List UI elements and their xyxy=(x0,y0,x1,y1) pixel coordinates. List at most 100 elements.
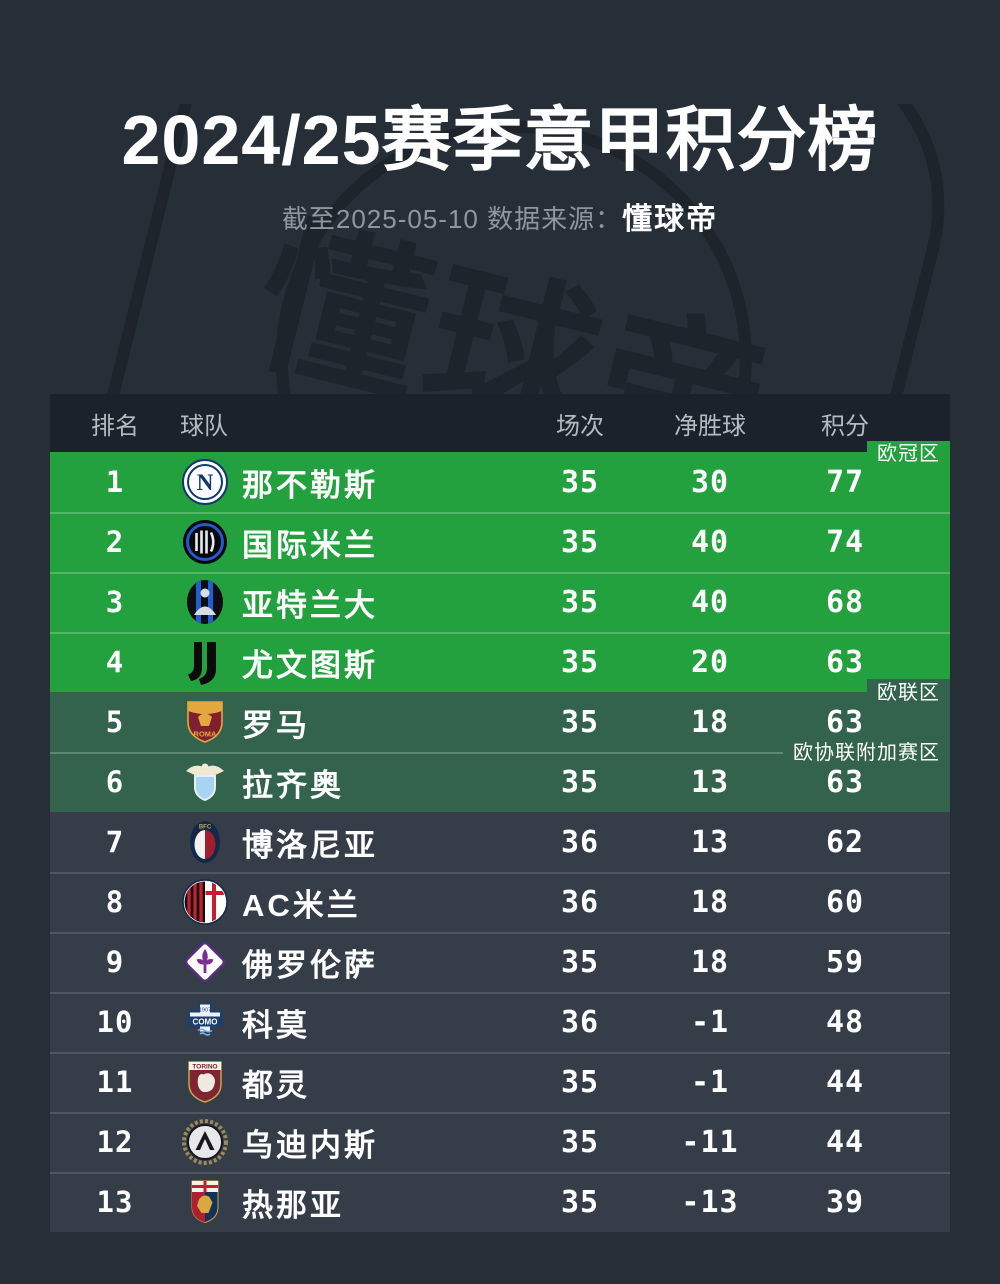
team-cell: BFC 博洛尼亚 xyxy=(180,818,530,866)
rank-value: 5 xyxy=(105,705,125,739)
inter-crest-logo xyxy=(181,518,229,566)
rank-value: 10 xyxy=(96,1005,134,1039)
rank-value: 9 xyxy=(105,945,125,979)
table-row: 4 尤文图斯 35 20 63 xyxy=(50,632,950,692)
genoa-crest-logo xyxy=(181,1178,229,1226)
goal-difference-value: 20 xyxy=(690,644,730,680)
points-value: 63 xyxy=(825,704,865,740)
team-cell: 尤文图斯 xyxy=(180,638,530,686)
points-value: 48 xyxy=(825,1004,865,1040)
subtitle-prefix: 截至2025-05-10 数据来源： xyxy=(281,203,623,234)
matches-played-value: 35 xyxy=(560,584,600,620)
matches-played-value: 35 xyxy=(560,644,600,680)
svg-text:TORINO: TORINO xyxy=(192,1064,217,1071)
team-cell: ROMA 罗马 xyxy=(180,698,530,746)
rank-value: 4 xyxy=(105,645,125,679)
rank-value: 3 xyxy=(105,585,125,619)
torino-crest-logo: TORINO xyxy=(181,1058,229,1106)
team-cell: 佛罗伦萨 xyxy=(180,938,530,986)
matches-played-value: 35 xyxy=(560,764,600,800)
team-name: 博洛尼亚 xyxy=(242,827,378,863)
team-name: 亚特兰大 xyxy=(242,587,378,623)
goal-difference-value: -11 xyxy=(681,1124,739,1160)
points-value: 63 xyxy=(825,764,865,800)
team-cell: 乌迪内斯 xyxy=(180,1118,530,1166)
standings-table: 排名 球队 场次 净胜球 积分 1 N 那不勒斯 35 30 77 2 国际米兰… xyxy=(50,394,950,1232)
svg-text:ROMA: ROMA xyxy=(194,730,217,739)
napoli-crest-logo: N xyxy=(181,458,229,506)
col-header-goal-diff: 净胜球 xyxy=(674,412,746,440)
rank-value: 13 xyxy=(96,1185,134,1219)
points-value: 44 xyxy=(825,1124,865,1160)
zone-tag-conference: 欧协联附加赛区 xyxy=(783,739,950,768)
team-name: 尤文图斯 xyxy=(242,647,378,683)
table-row: 13 热那亚 35 -13 39 xyxy=(50,1172,950,1232)
points-value: 77 xyxy=(825,464,865,500)
lazio-crest-logo xyxy=(181,758,229,806)
points-value: 68 xyxy=(825,584,865,620)
source-name: 懂球帝 xyxy=(622,202,719,236)
atalanta-crest-logo xyxy=(181,578,229,626)
team-name: 拉齐奥 xyxy=(242,767,344,803)
table-row: 9 佛罗伦萨 35 18 59 xyxy=(50,932,950,992)
matches-played-value: 35 xyxy=(560,524,600,560)
points-value: 59 xyxy=(825,944,865,980)
table-row: 3 亚特兰大 35 40 68 xyxy=(50,572,950,632)
juventus-crest-logo xyxy=(181,638,229,686)
table-row: 8 AC米兰 36 18 60 xyxy=(50,872,950,932)
team-cell: TORINO 都灵 xyxy=(180,1058,530,1106)
team-name: 国际米兰 xyxy=(242,527,378,563)
points-value: 60 xyxy=(825,884,865,920)
team-name: 罗马 xyxy=(242,707,310,743)
svg-text:1907: 1907 xyxy=(199,1008,211,1014)
bologna-crest-logo: BFC xyxy=(181,818,229,866)
goal-difference-value: 13 xyxy=(690,764,730,800)
table-row: 1 N 那不勒斯 35 30 77 xyxy=(50,452,950,512)
goal-difference-value: 18 xyxy=(690,944,730,980)
team-cell: N 那不勒斯 xyxy=(180,458,530,506)
svg-text:BFC: BFC xyxy=(199,825,212,831)
team-name: 热那亚 xyxy=(242,1187,344,1223)
points-value: 44 xyxy=(825,1064,865,1100)
team-cell: 亚特兰大 xyxy=(180,578,530,626)
points-value: 62 xyxy=(825,824,865,860)
table-row: 11 TORINO 都灵 35 -1 44 xyxy=(50,1052,950,1112)
rank-value: 12 xyxy=(96,1125,134,1159)
col-header-rank: 排名 xyxy=(91,412,139,440)
infographic: 2024/25赛季意甲积分榜 截至2025-05-10 数据来源：懂球帝 排名 … xyxy=(0,101,1000,1232)
col-header-points: 积分 xyxy=(821,412,869,440)
subtitle: 截至2025-05-10 数据来源：懂球帝 xyxy=(0,194,1000,238)
team-cell: 拉齐奥 xyxy=(180,758,530,806)
matches-played-value: 35 xyxy=(560,704,600,740)
team-cell: AC米兰 xyxy=(180,878,530,926)
fiorentina-crest-logo xyxy=(181,938,229,986)
points-value: 39 xyxy=(825,1184,865,1220)
table-header-row: 排名 球队 场次 净胜球 积分 xyxy=(50,394,950,452)
page-title: 2024/25赛季意甲积分榜 xyxy=(121,101,879,179)
team-name: 佛罗伦萨 xyxy=(242,947,378,983)
goal-difference-value: 18 xyxy=(690,704,730,740)
rank-value: 1 xyxy=(105,465,125,499)
team-cell: 1907 COMO 科莫 xyxy=(180,998,530,1046)
matches-played-value: 36 xyxy=(560,1004,600,1040)
matches-played-value: 35 xyxy=(560,1184,600,1220)
goal-difference-value: 40 xyxy=(690,584,730,620)
table-row: 12 乌迪内斯 35 -11 44 xyxy=(50,1112,950,1172)
team-cell: 国际米兰 xyxy=(180,518,530,566)
goal-difference-value: 18 xyxy=(690,884,730,920)
team-name: 科莫 xyxy=(242,1007,310,1043)
matches-played-value: 35 xyxy=(560,464,600,500)
matches-played-value: 35 xyxy=(560,1124,600,1160)
goal-difference-value: 13 xyxy=(690,824,730,860)
rank-value: 6 xyxy=(105,765,125,799)
goal-difference-value: -1 xyxy=(690,1064,730,1100)
col-header-played: 场次 xyxy=(556,412,604,440)
table-row: 10 1907 COMO 科莫 36 -1 48 xyxy=(50,992,950,1052)
goal-difference-value: -1 xyxy=(690,1004,730,1040)
team-cell: 热那亚 xyxy=(180,1178,530,1226)
milan-crest-logo xyxy=(181,878,229,926)
svg-text:N: N xyxy=(197,470,214,495)
matches-played-value: 36 xyxy=(560,824,600,860)
rank-value: 7 xyxy=(105,825,125,859)
roma-crest-logo: ROMA xyxy=(181,698,229,746)
